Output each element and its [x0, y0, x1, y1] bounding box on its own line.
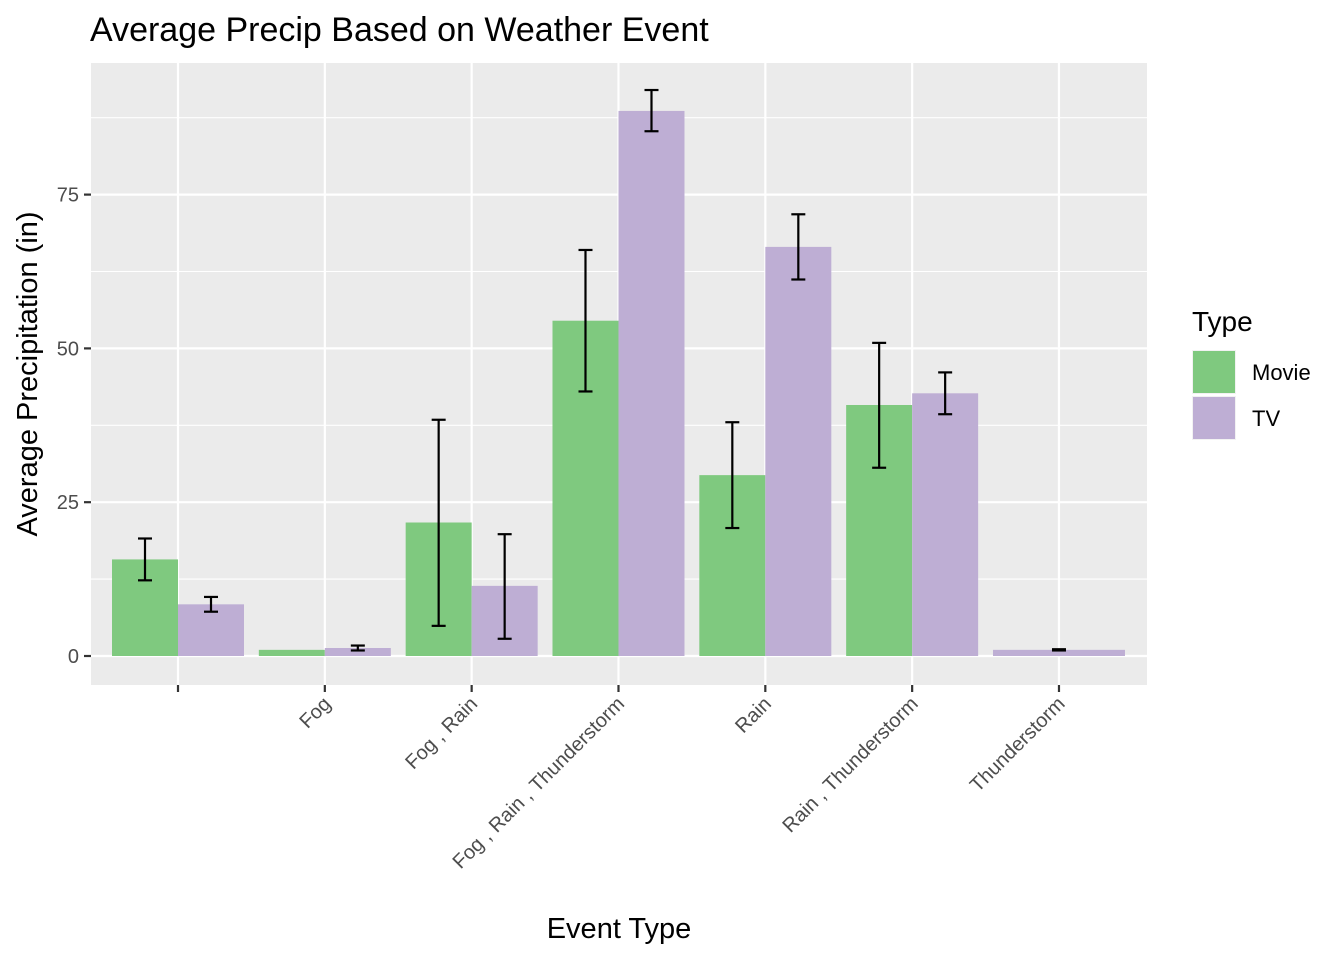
- y-tick-label: 50: [57, 338, 79, 360]
- errorbar-movie-2: [431, 418, 446, 627]
- x-axis-title: Event Type: [547, 913, 692, 945]
- errorbar-tv-4: [791, 213, 806, 281]
- legend: Type Movie TV: [1192, 306, 1311, 440]
- errorbar-movie-0: [138, 537, 152, 582]
- y-tick-label: 0: [68, 646, 79, 668]
- y-axis: 0 25 50 75: [57, 185, 91, 668]
- errorbar-tv-3: [644, 88, 659, 133]
- errorbar-tv-5: [938, 371, 953, 416]
- errorbar-tv-0: [204, 595, 218, 613]
- x-tick-label: Fog , Rain , Thunderstorm: [449, 693, 629, 873]
- x-tick-label: Rain: [731, 693, 776, 738]
- legend-label-movie: Movie: [1252, 360, 1311, 385]
- x-tick-label: Thunderstorm: [966, 693, 1070, 797]
- errorbar-movie-4: [725, 421, 740, 530]
- x-tick-label: Fog , Rain: [401, 693, 482, 774]
- chart-title: Average Precip Based on Weather Event: [90, 11, 709, 49]
- errorbars-group: [138, 88, 1066, 652]
- legend-swatch-tv: [1193, 397, 1235, 439]
- legend-label-tv: TV: [1252, 406, 1280, 431]
- bar-tv-1: [324, 648, 391, 656]
- bar-movie-1: [258, 649, 325, 656]
- legend-swatch-movie: [1193, 351, 1235, 393]
- bar-tv-3: [618, 110, 685, 656]
- errorbar-movie-5: [872, 341, 887, 469]
- bar-tv-5: [912, 393, 979, 656]
- bar-tv-6: [992, 649, 1125, 656]
- y-tick-label: 75: [57, 185, 79, 207]
- errorbar-tv-6: [1051, 648, 1066, 652]
- bar-tv-0: [178, 604, 244, 656]
- y-tick-label: 25: [57, 492, 79, 514]
- errorbar-tv-1: [350, 644, 365, 652]
- x-tick-label: Fog: [295, 693, 335, 733]
- y-axis-title: Average Precipitation (in): [12, 211, 44, 536]
- errorbar-movie-3: [578, 248, 593, 393]
- bar-tv-4: [765, 246, 832, 656]
- x-tick-label: Rain , Thunderstorm: [778, 693, 922, 837]
- errorbar-tv-2: [497, 533, 512, 640]
- legend-title: Type: [1192, 306, 1253, 337]
